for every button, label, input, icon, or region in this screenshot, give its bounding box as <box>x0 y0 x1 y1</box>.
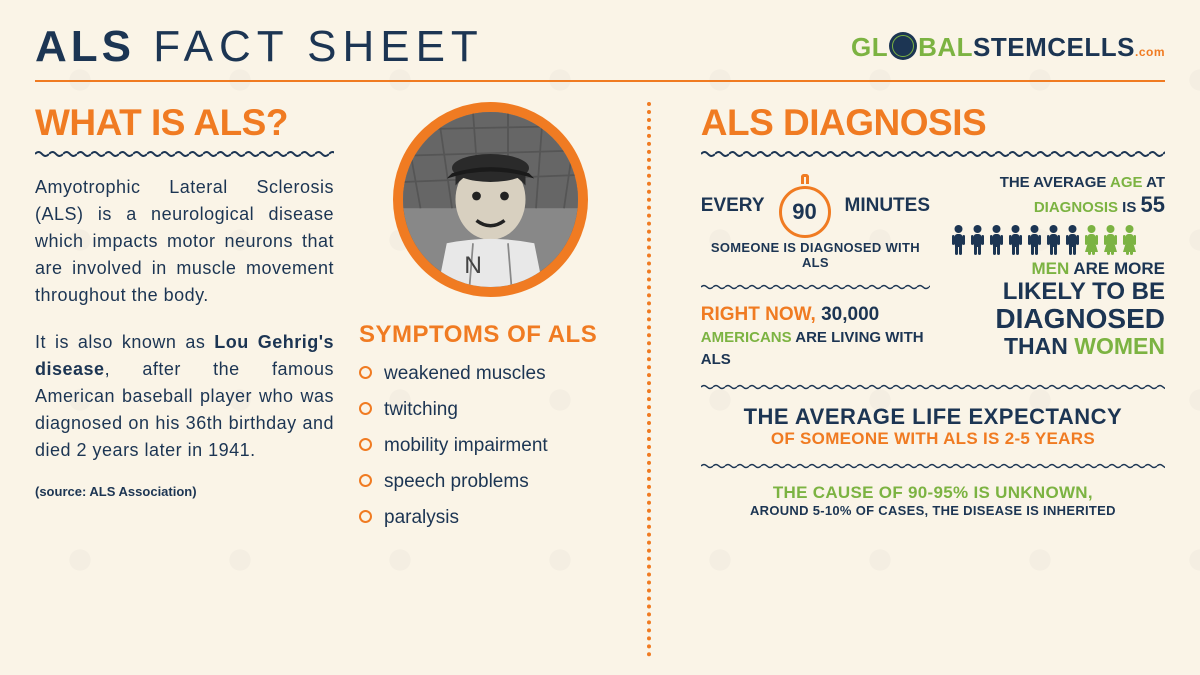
age-number: 55 <box>1141 192 1165 217</box>
male-person-icon <box>969 224 986 256</box>
cause-substat: AROUND 5-10% OF CASES, THE DISEASE IS IN… <box>701 503 1165 518</box>
population-stat: RIGHT NOW, 30,000 AMERICANS ARE LIVING W… <box>701 304 930 370</box>
text: WOMEN <box>1074 333 1165 359</box>
history-paragraph: It is also known as Lou Gehrig's disease… <box>35 329 334 464</box>
life-expectancy-title: THE AVERAGE LIFE EXPECTANCY <box>701 404 1165 429</box>
label: MINUTES <box>845 195 931 217</box>
female-person-icon <box>1102 224 1119 256</box>
page-title: ALS FACT SHEET <box>35 22 484 72</box>
text: IS <box>1118 199 1141 216</box>
text: AGE <box>1110 174 1143 191</box>
age-gender-stat: THE AVERAGE AGE AT DIAGNOSIS IS 55 <box>950 174 1165 370</box>
symptoms-title: SYMPTOMS OF ALS <box>359 321 622 349</box>
female-person-icon <box>1121 224 1138 256</box>
logo-mid: BAL <box>918 32 973 62</box>
subtext: SOMEONE IS DIAGNOSED WITH ALS <box>701 240 930 270</box>
symptom-item: paralysis <box>359 507 622 529</box>
section-title: ALS DIAGNOSIS <box>701 102 1165 144</box>
symptom-item: mobility impairment <box>359 435 622 457</box>
text: DIAGNOSED <box>995 303 1165 334</box>
diagnosis-section: ALS DIAGNOSIS EVERY 90 MINUTES SOMEONE I… <box>676 102 1165 657</box>
male-person-icon <box>988 224 1005 256</box>
wavy-divider <box>35 150 334 158</box>
what-is-als-section: WHAT IS ALS? Amyotrophic Lateral Scleros… <box>35 102 334 657</box>
text: It is also known as <box>35 332 214 352</box>
symptom-item: weakened muscles <box>359 363 622 385</box>
stopwatch-icon: 90 <box>773 174 837 238</box>
logo-tld: .com <box>1135 45 1165 59</box>
text: LIKELY TO BE <box>1003 278 1165 305</box>
symptoms-section: N SYMPTOMS OF ALS weakened muscles twitch… <box>359 102 622 657</box>
cause-stat: THE CAUSE OF 90-95% IS UNKNOWN, <box>701 483 1165 503</box>
label: EVERY <box>701 195 765 217</box>
header: ALS FACT SHEET GL BALSTEMCELLS.com <box>35 22 1165 82</box>
text: THAN <box>1004 333 1074 359</box>
vertical-divider <box>647 102 651 657</box>
text: ARE MORE <box>1069 259 1165 278</box>
male-person-icon <box>1007 224 1024 256</box>
text: DIAGNOSIS <box>1034 199 1118 216</box>
logo-suffix: STEMCELLS <box>973 32 1135 62</box>
definition-paragraph: Amyotrophic Lateral Sclerosis (ALS) is a… <box>35 174 334 309</box>
wavy-divider <box>701 463 1165 469</box>
male-person-icon <box>1045 224 1062 256</box>
text: AMERICANS <box>701 329 792 346</box>
minutes-number: 90 <box>779 186 831 238</box>
symptom-item: speech problems <box>359 471 622 493</box>
title-light: FACT SHEET <box>153 22 484 71</box>
portrait-photo: N <box>393 102 588 297</box>
life-expectancy-value: OF SOMEONE WITH ALS IS 2-5 YEARS <box>701 429 1165 449</box>
male-person-icon <box>950 224 967 256</box>
svg-text:N: N <box>464 252 482 279</box>
text: MEN <box>1032 259 1070 278</box>
frequency-stat: EVERY 90 MINUTES SOMEONE IS DIAGNOSED WI… <box>701 174 930 370</box>
wavy-divider <box>701 150 1165 158</box>
people-icons <box>950 224 1165 256</box>
male-person-icon <box>1026 224 1043 256</box>
text: RIGHT NOW, <box>701 304 821 325</box>
source-citation: (source: ALS Association) <box>35 484 334 499</box>
symptoms-list: weakened muscles twitching mobility impair… <box>359 363 622 529</box>
female-person-icon <box>1083 224 1100 256</box>
text: THE AVERAGE <box>1000 174 1110 191</box>
symptom-item: twitching <box>359 399 622 421</box>
text: AT <box>1143 174 1166 191</box>
section-title: WHAT IS ALS? <box>35 102 334 144</box>
globe-icon <box>889 32 917 60</box>
wavy-divider <box>701 384 1165 390</box>
logo: GL BALSTEMCELLS.com <box>851 32 1165 63</box>
logo-prefix: GL <box>851 32 888 62</box>
wavy-divider <box>701 284 930 290</box>
male-person-icon <box>1064 224 1081 256</box>
title-bold: ALS <box>35 22 135 71</box>
count: 30,000 <box>821 304 879 325</box>
